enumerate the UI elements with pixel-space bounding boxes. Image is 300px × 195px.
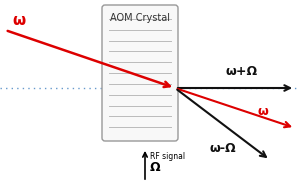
Text: ω: ω bbox=[258, 105, 269, 118]
FancyBboxPatch shape bbox=[102, 5, 178, 141]
Text: ω: ω bbox=[12, 13, 25, 28]
Text: ω+Ω: ω+Ω bbox=[225, 65, 257, 78]
Text: Ω: Ω bbox=[150, 161, 160, 174]
Text: ω-Ω: ω-Ω bbox=[210, 142, 237, 155]
Text: AOM Crystal: AOM Crystal bbox=[110, 13, 170, 23]
Text: RF signal: RF signal bbox=[150, 152, 185, 161]
